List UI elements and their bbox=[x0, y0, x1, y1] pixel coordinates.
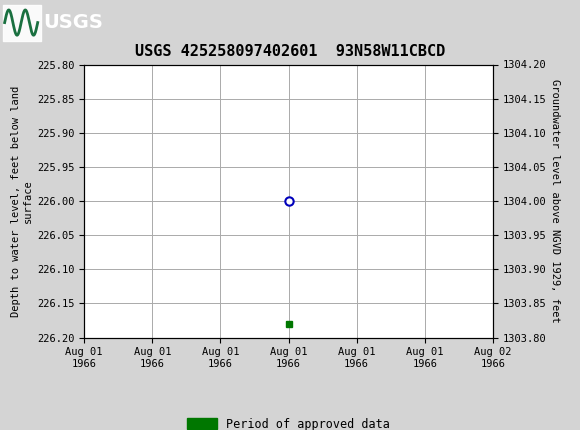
Text: USGS: USGS bbox=[44, 13, 103, 32]
Legend: Period of approved data: Period of approved data bbox=[183, 413, 394, 430]
Y-axis label: Depth to water level, feet below land
surface: Depth to water level, feet below land su… bbox=[11, 86, 32, 316]
Y-axis label: Groundwater level above NGVD 1929, feet: Groundwater level above NGVD 1929, feet bbox=[550, 79, 560, 323]
Text: USGS 425258097402601  93N58W11CBCD: USGS 425258097402601 93N58W11CBCD bbox=[135, 44, 445, 59]
